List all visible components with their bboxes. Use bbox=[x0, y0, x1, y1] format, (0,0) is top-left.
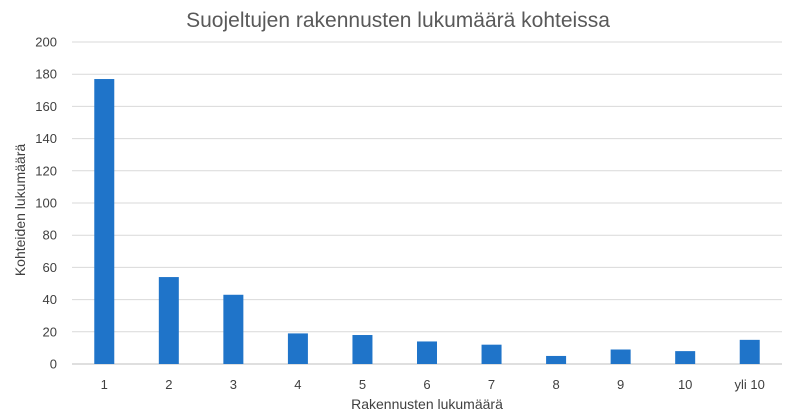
bar-5 bbox=[352, 335, 373, 364]
x-tick-label: 6 bbox=[423, 377, 430, 392]
chart-title: Suojeltujen rakennusten lukumäärä kohtei… bbox=[186, 9, 610, 32]
x-tick-label: 10 bbox=[678, 377, 692, 392]
y-tick-label: 0 bbox=[50, 357, 57, 372]
bar-6 bbox=[417, 341, 437, 364]
x-tick-label: 8 bbox=[552, 377, 559, 392]
bar-1 bbox=[94, 79, 115, 364]
x-tick-label: yli 10 bbox=[735, 377, 765, 392]
x-axis-label: Rakennusten lukumäärä bbox=[351, 396, 503, 412]
x-tick-label: 9 bbox=[617, 377, 624, 392]
y-tick-label: 80 bbox=[43, 228, 57, 243]
x-tick-label: 4 bbox=[294, 377, 301, 392]
y-tick-label: 60 bbox=[43, 260, 57, 275]
bar-yli-10 bbox=[739, 339, 760, 364]
bar-4 bbox=[287, 333, 308, 364]
y-axis-label: Kohteiden lukumäärä bbox=[12, 144, 28, 277]
y-tick-label: 140 bbox=[35, 131, 57, 146]
y-tick-label: 180 bbox=[35, 67, 57, 82]
y-tick-labels: 0 20 40 60 80 100 120 140 160 180 200 bbox=[35, 35, 57, 372]
y-tick-label: 160 bbox=[35, 99, 57, 114]
x-tick-label: 7 bbox=[488, 377, 495, 392]
bar-10 bbox=[675, 351, 696, 364]
x-tick-label: 1 bbox=[101, 377, 108, 392]
x-tick-label: 3 bbox=[230, 377, 237, 392]
bar-2 bbox=[158, 277, 179, 364]
x-tick-labels: 1 2 3 4 5 6 7 8 9 10 yli 10 bbox=[101, 377, 765, 392]
x-tick-label: 2 bbox=[165, 377, 172, 392]
bars bbox=[94, 79, 760, 364]
y-tick-label: 100 bbox=[35, 196, 57, 211]
x-tick-label: 5 bbox=[359, 377, 366, 392]
y-tick-label: 200 bbox=[35, 35, 57, 50]
y-tick-label: 120 bbox=[35, 163, 57, 178]
gridlines bbox=[72, 41, 782, 365]
bar-3 bbox=[223, 294, 244, 364]
bar-7 bbox=[481, 344, 502, 364]
bar-9 bbox=[610, 349, 631, 364]
y-tick-label: 20 bbox=[43, 324, 57, 339]
y-tick-label: 40 bbox=[43, 292, 57, 307]
bar-8 bbox=[546, 355, 567, 364]
